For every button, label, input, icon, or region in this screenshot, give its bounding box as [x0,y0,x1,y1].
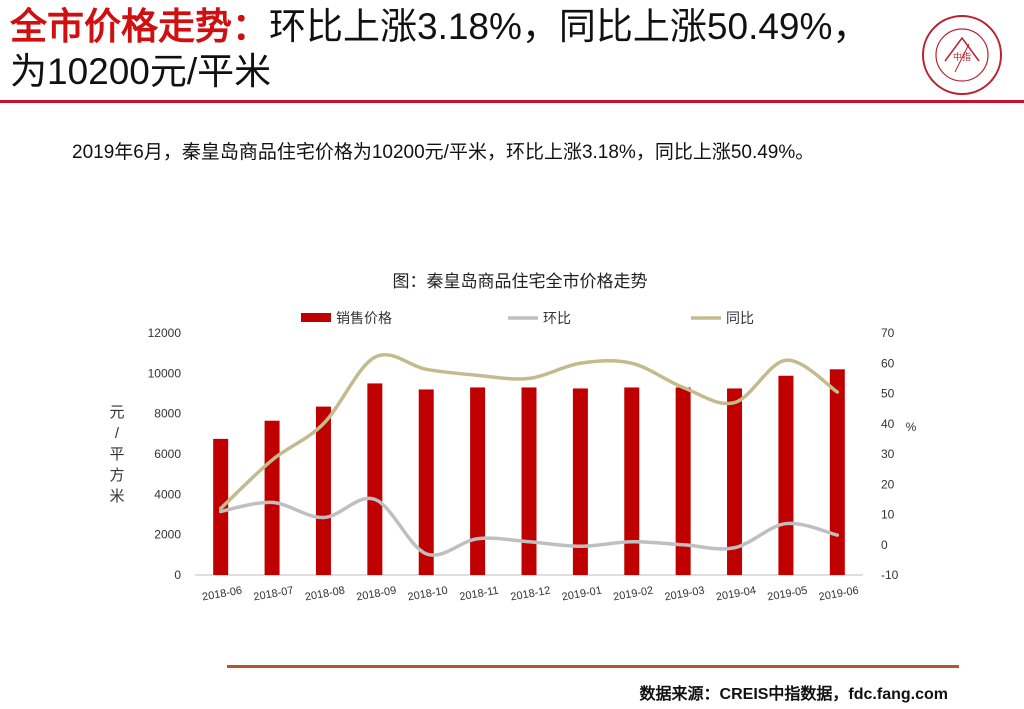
x-tick-label: 2019-01 [561,585,603,604]
bar [572,388,588,575]
y-right-tick-label: 30 [881,447,895,461]
y-left-label-char: 方 [109,467,124,484]
bar [367,383,383,575]
x-tick-label: 2019-04 [715,585,757,604]
x-tick-label: 2019-02 [612,585,654,604]
legend-swatch [301,313,331,322]
x-tick-label: 2019-05 [766,585,808,604]
x-tick-label: 2019-03 [664,585,706,604]
y-right-label: % [906,420,917,434]
y-right-tick-label: 50 [881,387,895,401]
x-tick-label: 2018-06 [201,585,243,604]
bar-series-sales-price [213,369,845,575]
page-title-rest: 环比上涨3.18%，同比上涨50.49%，为10200元/平米 [10,6,870,92]
y-left-tick-label: 2000 [154,528,181,542]
bar [315,406,331,575]
line-yoy [218,353,840,511]
legend-label: 销售价格 [336,310,392,326]
logo-inner-text: 中指 [953,51,971,63]
china-index-academy-seal-icon: 中指 [922,15,1002,95]
x-tick-label: 2018-07 [253,585,295,604]
page-title-accent: 全市价格走势： [10,6,269,47]
bar [521,387,537,575]
bar [470,387,486,575]
y-left-label-char: 米 [109,488,124,505]
bar [675,387,691,575]
y-left-tick-label: 6000 [154,447,181,461]
y-right-tick-label: 60 [881,356,895,370]
line-mom [218,496,840,557]
legend-label: 环比 [543,310,571,326]
x-tick-label: 2018-12 [510,585,552,604]
bar [829,369,845,575]
x-tick-label: 2018-09 [355,585,397,604]
chart-axes: 0 2000 4000 6000 8000 10000 12000 -10 0 10 20 30 40 5… [109,326,916,582]
y-left-tick-label: 8000 [154,407,181,421]
bar [727,388,743,575]
header-divider [0,100,1024,103]
bar [624,387,640,575]
y-right-tick-label: 70 [881,326,895,340]
y-right-tick-label: 20 [881,477,895,491]
footer-divider [227,665,959,668]
bar [418,389,434,575]
x-tick-label: 2019-06 [818,585,860,604]
y-right-tick-label: 40 [881,417,895,431]
x-tick-label: 2018-08 [304,585,346,604]
price-trend-chart: 图：秦皇岛商品住宅全市价格走势 销售价格 环比 同比 0 2000 4000 6000 80… [109,272,916,604]
summary-text: 2019年6月，秦皇岛商品住宅价格为10200元/平米，环比上涨3.18%，同比… [72,142,815,163]
y-right-tick-label: 10 [881,508,895,522]
y-left-tick-label: 10000 [148,366,182,380]
y-left-label-char: / [115,425,120,442]
source-text: 数据来源：CREIS中指数据，fdc.fang.com [639,686,948,703]
bar [778,375,794,575]
y-right-tick-label: -10 [881,568,899,582]
y-right-tick-label: 0 [881,538,888,552]
legend-label: 同比 [726,310,754,326]
chart-legend: 销售价格 环比 同比 [301,310,754,326]
y-left-label-char: 平 [109,446,124,463]
line-series [218,353,840,557]
x-tick-label: 2018-11 [459,585,500,604]
x-tick-label: 2018-10 [407,585,449,604]
x-axis-ticks: 2018-06 2018-07 2018-08 2018-09 2018-10 2018-… [201,585,859,604]
chart-title: 图：秦皇岛商品住宅全市价格走势 [393,272,648,291]
page-title: 全市价格走势：环比上涨3.18%，同比上涨50.49%，为10200元/平米 [10,4,890,94]
y-left-tick-label: 12000 [148,326,182,340]
bar [264,420,280,575]
y-left-tick-label: 4000 [154,487,181,501]
y-left-label-char: 元 [109,404,124,421]
y-left-tick-label: 0 [174,568,181,582]
